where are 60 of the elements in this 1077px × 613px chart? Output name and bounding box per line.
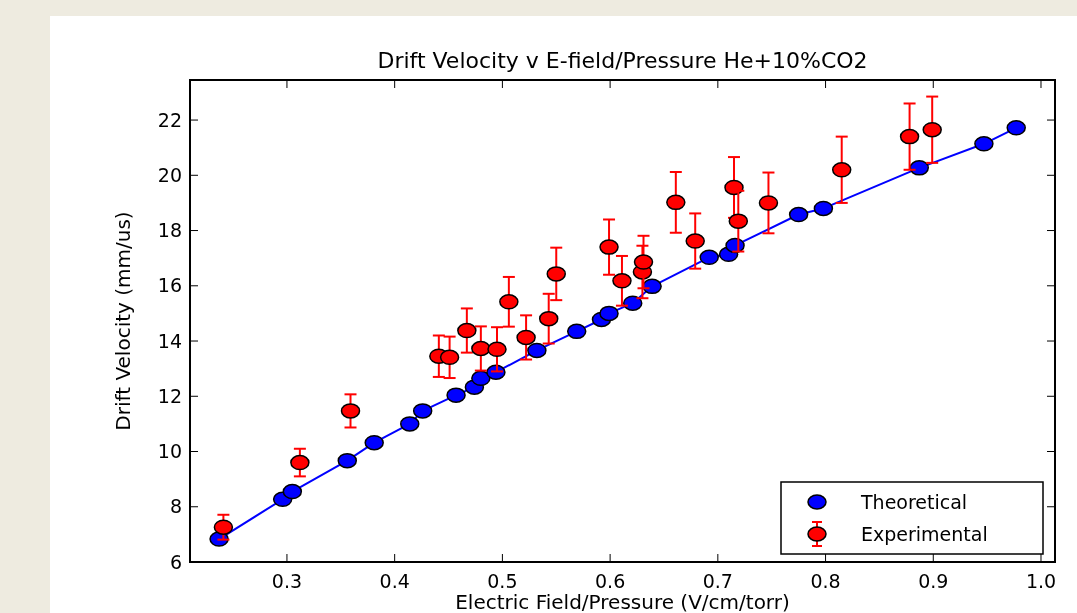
x-tick-label: 1.0 xyxy=(1025,570,1057,592)
point xyxy=(599,305,619,322)
point xyxy=(813,200,834,217)
y-tick-label: 10 xyxy=(157,440,182,463)
point xyxy=(412,403,433,419)
legend-label: Theoretical xyxy=(860,490,968,513)
point xyxy=(699,249,719,266)
point xyxy=(400,416,420,432)
x-tick-label: 0.7 xyxy=(702,570,733,592)
point xyxy=(446,387,466,403)
point xyxy=(487,341,507,358)
point xyxy=(282,483,303,500)
point xyxy=(1006,120,1026,136)
y-tick-label: 22 xyxy=(157,108,182,131)
y-tick-label: 16 xyxy=(157,274,182,297)
y-tick-label: 8 xyxy=(169,495,182,518)
point xyxy=(685,233,705,249)
y-axis-title: Drift Velocity (mm/us) xyxy=(111,211,135,431)
x-tick-label: 0.3 xyxy=(271,570,303,592)
point xyxy=(728,213,749,229)
y-tick-label: 6 xyxy=(169,550,182,573)
point xyxy=(516,329,536,346)
point xyxy=(599,239,619,255)
x-tick-label: 0.5 xyxy=(487,570,518,592)
chart-title: Drift Velocity v E-field/Pressure He+10%CO2 xyxy=(377,48,868,73)
point xyxy=(633,254,654,270)
y-tick-label: 14 xyxy=(157,329,182,352)
point xyxy=(622,295,643,311)
x-tick-label: 0.9 xyxy=(918,570,949,592)
y-tick-label: 20 xyxy=(157,163,182,186)
x-axis-title: Electric Field/Pressure (V/cm/torr) xyxy=(455,590,790,613)
point xyxy=(899,128,920,145)
x-tick-label: 0.4 xyxy=(379,570,410,592)
point xyxy=(546,266,566,282)
point xyxy=(527,342,547,359)
y-tick-label: 12 xyxy=(157,384,182,407)
point xyxy=(340,403,361,419)
point xyxy=(922,121,942,138)
point xyxy=(758,195,779,211)
point xyxy=(566,323,587,340)
point xyxy=(666,194,686,211)
point xyxy=(831,162,852,178)
point xyxy=(439,349,460,366)
point xyxy=(974,136,994,152)
legend-label: Experimental xyxy=(861,522,988,545)
point xyxy=(337,452,358,469)
y-tick-label: 18 xyxy=(157,219,182,242)
x-tick-label: 0.6 xyxy=(595,570,626,592)
point xyxy=(499,294,519,310)
point xyxy=(457,322,477,339)
point xyxy=(788,206,809,223)
point xyxy=(213,519,234,535)
point xyxy=(538,310,559,327)
point xyxy=(290,454,310,471)
point xyxy=(471,340,491,357)
point xyxy=(364,434,384,451)
point xyxy=(909,160,930,176)
x-tick-label: 0.8 xyxy=(810,570,841,592)
point xyxy=(471,370,491,387)
point xyxy=(612,273,632,289)
